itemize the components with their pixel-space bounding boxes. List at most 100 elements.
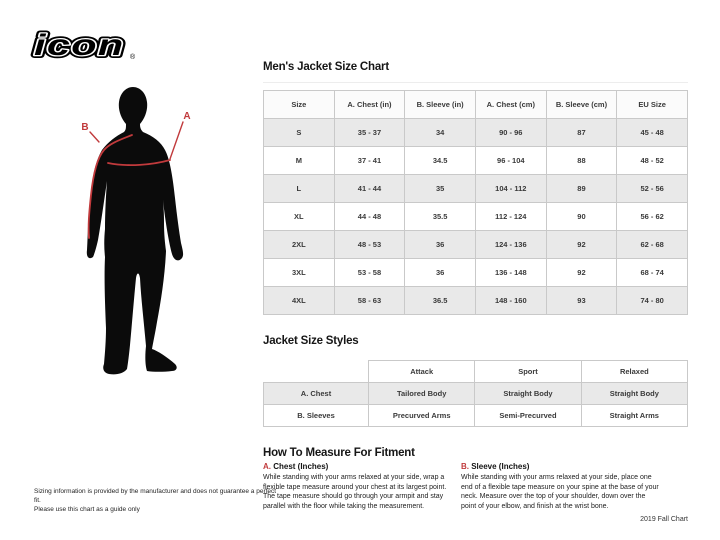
styles-table-cell: Straight Arms bbox=[580, 404, 689, 427]
size-chart-cell: S bbox=[263, 118, 335, 147]
size-chart-cell: 90 bbox=[545, 202, 618, 231]
sleeve-measure-line bbox=[87, 134, 133, 239]
size-chart-cell: 34.5 bbox=[404, 146, 476, 175]
size-chart-column-header: A. Chest (cm) bbox=[474, 90, 547, 119]
size-chart-cell: 112 - 124 bbox=[474, 202, 547, 231]
size-chart-cell: 36 bbox=[404, 230, 476, 259]
size-chart-cell: 3XL bbox=[263, 258, 335, 287]
measure-instructions-sleeve: B. Sleeve (Inches) While standing with y… bbox=[461, 462, 661, 511]
size-chart-column-header: B. Sleeve (in) bbox=[404, 90, 476, 119]
disclaimer-line-2: Please use this chart as a guide only bbox=[34, 506, 140, 513]
size-chart-cell: 36 bbox=[404, 258, 476, 287]
size-chart-cell: 96 - 104 bbox=[474, 146, 547, 175]
size-chart-title: Men's Jacket Size Chart bbox=[263, 61, 389, 73]
size-chart-cell: 88 bbox=[545, 146, 618, 175]
svg-text:icon: icon bbox=[34, 28, 125, 62]
size-chart-cell: 4XL bbox=[263, 286, 335, 315]
chest-measure-body: While standing with your arms relaxed at… bbox=[263, 474, 447, 510]
size-chart-cell: XL bbox=[263, 202, 335, 231]
size-chart-cell: 58 - 63 bbox=[333, 286, 406, 315]
size-chart-row: S 35 - 37 34 90 - 96 87 45 - 48 bbox=[263, 118, 688, 147]
size-chart-table: Size A. Chest (in) B. Sleeve (in) A. Chest … bbox=[263, 90, 688, 315]
sleeve-measure-body: While standing with your arms relaxed at… bbox=[461, 474, 659, 510]
size-chart-cell: 41 - 44 bbox=[333, 174, 406, 203]
size-chart-cell: 90 - 96 bbox=[474, 118, 547, 147]
label-a-chest: A bbox=[183, 111, 190, 122]
size-chart-cell: 136 - 148 bbox=[474, 258, 547, 287]
styles-column-header: Relaxed bbox=[580, 360, 689, 383]
measurement-figure: A B bbox=[60, 82, 250, 385]
sleeve-label-prefix: B. bbox=[461, 462, 469, 471]
size-chart-cell: 89 bbox=[545, 174, 618, 203]
size-chart-cell: 87 bbox=[545, 118, 618, 147]
size-chart-cell: L bbox=[263, 174, 335, 203]
styles-column-header: Sport bbox=[474, 360, 582, 383]
size-chart-row: M 37 - 41 34.5 96 - 104 88 48 - 52 bbox=[263, 146, 688, 175]
size-chart-cell: 45 - 48 bbox=[616, 118, 688, 147]
icon-logo-graphic: icon icon icon ® bbox=[30, 24, 136, 65]
size-chart-cell: 2XL bbox=[263, 230, 335, 259]
size-chart-row: 4XL 58 - 63 36.5 148 - 160 93 74 - 80 bbox=[263, 286, 688, 315]
size-chart-cell: 37 - 41 bbox=[333, 146, 406, 175]
size-chart-cell: 35 bbox=[404, 174, 476, 203]
styles-table-cell: B. Sleeves bbox=[263, 404, 369, 427]
size-chart-cell: 44 - 48 bbox=[333, 202, 406, 231]
styles-table-header: Attack Sport Relaxed bbox=[264, 360, 689, 383]
size-chart-row: L 41 - 44 35 104 - 112 89 52 - 56 bbox=[263, 174, 688, 203]
disclaimer-line-1: Sizing information is provided by the ma… bbox=[34, 488, 277, 504]
styles-table-row: B. Sleeves Precurved Arms Semi-Precurved St… bbox=[263, 404, 689, 427]
size-chart-cell: 34 bbox=[404, 118, 476, 147]
size-chart-column-header: EU Size bbox=[616, 90, 688, 119]
size-chart-cell: 48 - 52 bbox=[616, 146, 688, 175]
size-chart-column-header: B. Sleeve (cm) bbox=[545, 90, 618, 119]
header-divider bbox=[263, 82, 688, 83]
styles-table-cell: Tailored Body bbox=[367, 382, 476, 405]
body-silhouette bbox=[86, 87, 184, 375]
size-chart-column-header: Size bbox=[263, 90, 335, 119]
styles-table-cell: Straight Body bbox=[474, 382, 582, 405]
styles-table-row: A. Chest Tailored Body Straight Body Straig… bbox=[263, 382, 689, 405]
size-chart-row: XL 44 - 48 35.5 112 - 124 90 56 - 62 bbox=[263, 202, 688, 231]
size-chart-cell: 104 - 112 bbox=[474, 174, 547, 203]
size-chart-cell: 92 bbox=[545, 230, 618, 259]
size-chart-cell: 148 - 160 bbox=[474, 286, 547, 315]
size-chart-cell: 74 - 80 bbox=[616, 286, 688, 315]
svg-text:®: ® bbox=[130, 53, 136, 61]
sleeve-pointer-line bbox=[89, 131, 100, 143]
sleeve-heading-text: Sleeve (Inches) bbox=[469, 462, 530, 471]
size-chart-cell: 48 - 53 bbox=[333, 230, 406, 259]
size-chart-cell: 68 - 74 bbox=[616, 258, 688, 287]
styles-table-cell: Semi-Precurved bbox=[474, 404, 582, 427]
jacket-styles-table: Attack Sport Relaxed A. Chest Tailored Body… bbox=[263, 360, 689, 427]
size-chart-cell: 35.5 bbox=[404, 202, 476, 231]
chest-pointer-line bbox=[169, 121, 184, 160]
silhouette-diagram: A B bbox=[81, 87, 191, 375]
size-chart-cell: M bbox=[263, 146, 335, 175]
styles-table-cell: Precurved Arms bbox=[367, 404, 476, 427]
size-chart-cell: 36.5 bbox=[404, 286, 476, 315]
icon-brand-logo: icon icon icon ® bbox=[30, 22, 165, 69]
size-chart-cell: 35 - 37 bbox=[333, 118, 406, 147]
chest-label-prefix: A. bbox=[263, 462, 271, 471]
size-chart-cell: 52 - 56 bbox=[616, 174, 688, 203]
size-chart-row: 2XL 48 - 53 36 124 - 136 92 62 - 68 bbox=[263, 230, 688, 259]
size-chart-cell: 93 bbox=[545, 286, 618, 315]
size-chart-cell: 56 - 62 bbox=[616, 202, 688, 231]
svg-text:icon: icon bbox=[34, 28, 125, 62]
size-chart-row: 3XL 53 - 58 36 136 - 148 92 68 - 74 bbox=[263, 258, 688, 287]
size-chart-cell: 62 - 68 bbox=[616, 230, 688, 259]
svg-text:icon: icon bbox=[34, 28, 125, 62]
chest-heading-text: Chest (Inches) bbox=[271, 462, 329, 471]
label-b-sleeve: B bbox=[81, 122, 88, 133]
measure-instructions-chest: A. Chest (Inches) While standing with yo… bbox=[263, 462, 460, 511]
size-chart-cell: 53 - 58 bbox=[333, 258, 406, 287]
styles-table-cell: Straight Body bbox=[580, 382, 689, 405]
styles-corner-cell bbox=[264, 361, 369, 383]
size-chart-cell: 92 bbox=[545, 258, 618, 287]
measure-section-title: How To Measure For Fitment bbox=[263, 447, 415, 459]
styles-table-title: Jacket Size Styles bbox=[263, 335, 359, 347]
styles-table-cell: A. Chest bbox=[263, 382, 369, 405]
chest-measure-line bbox=[107, 159, 171, 167]
sizing-disclaimer: Sizing information is provided by the ma… bbox=[34, 487, 284, 514]
